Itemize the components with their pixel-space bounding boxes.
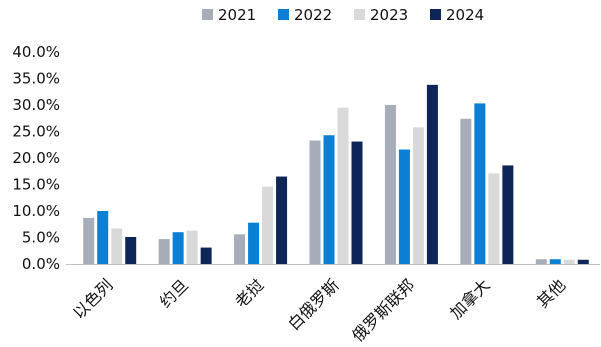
- bar: [398, 149, 410, 264]
- bar: [337, 107, 349, 265]
- x-tick-label: 以色列: [69, 275, 116, 322]
- y-tick-label: 20.0%: [12, 149, 60, 167]
- legend-label: 2021: [218, 6, 256, 24]
- bar: [158, 239, 170, 264]
- bar: [412, 127, 424, 264]
- y-tick-label: 40.0%: [12, 43, 60, 61]
- bar: [276, 176, 288, 264]
- y-tick-label: 25.0%: [12, 123, 60, 141]
- y-tick-label: 30.0%: [12, 96, 60, 114]
- bar: [111, 228, 123, 264]
- x-tick-label: 加拿大: [446, 275, 493, 322]
- x-tick-label: 俄罗斯联邦: [348, 275, 418, 345]
- bar: [248, 222, 260, 264]
- bar: [234, 234, 246, 264]
- x-tick-label: 老挝: [231, 275, 267, 311]
- bar: [460, 118, 472, 264]
- y-tick-label: 0.0%: [22, 255, 60, 273]
- bar: [549, 259, 561, 264]
- y-tick-label: 10.0%: [12, 202, 60, 220]
- x-tick-label: 白俄罗斯: [284, 275, 343, 334]
- bar: [563, 259, 575, 264]
- x-axis: 以色列 约旦 老挝 白俄罗斯 俄罗斯联邦 加拿大 其他: [66, 264, 600, 345]
- bars: [83, 84, 589, 265]
- bar: [309, 140, 321, 264]
- x-tick-label: 其他: [533, 275, 569, 311]
- bar: [186, 230, 198, 264]
- bar: [577, 259, 589, 264]
- bar: [351, 141, 363, 264]
- bar: [535, 259, 547, 264]
- bar: [426, 84, 438, 264]
- y-tick-label: 15.0%: [12, 176, 60, 194]
- bar: [97, 211, 109, 264]
- legend-swatch: [278, 9, 289, 20]
- bar: [262, 186, 274, 264]
- bar: [323, 135, 335, 264]
- bar: [474, 103, 486, 264]
- bar: [488, 173, 500, 264]
- y-tick-label: 35.0%: [12, 70, 60, 88]
- legend-label: 2023: [370, 6, 408, 24]
- legend-swatch: [430, 9, 441, 20]
- legend-swatch: [354, 9, 365, 20]
- bar: [83, 217, 95, 264]
- legend-label: 2024: [446, 6, 484, 24]
- y-tick-label: 5.0%: [22, 229, 60, 247]
- bar: [125, 236, 137, 264]
- bar: [200, 247, 212, 264]
- legend-label: 2022: [294, 6, 332, 24]
- bar: [172, 232, 184, 264]
- y-axis: 0.0% 5.0% 10.0% 15.0% 20.0% 25.0% 30.0% 35.0% 40…: [12, 43, 60, 273]
- legend: 2021 2022 2023 2024: [202, 6, 484, 24]
- x-tick-label: 约旦: [156, 275, 192, 311]
- bar: [502, 165, 514, 264]
- legend-swatch: [202, 9, 213, 20]
- bar: [384, 105, 396, 264]
